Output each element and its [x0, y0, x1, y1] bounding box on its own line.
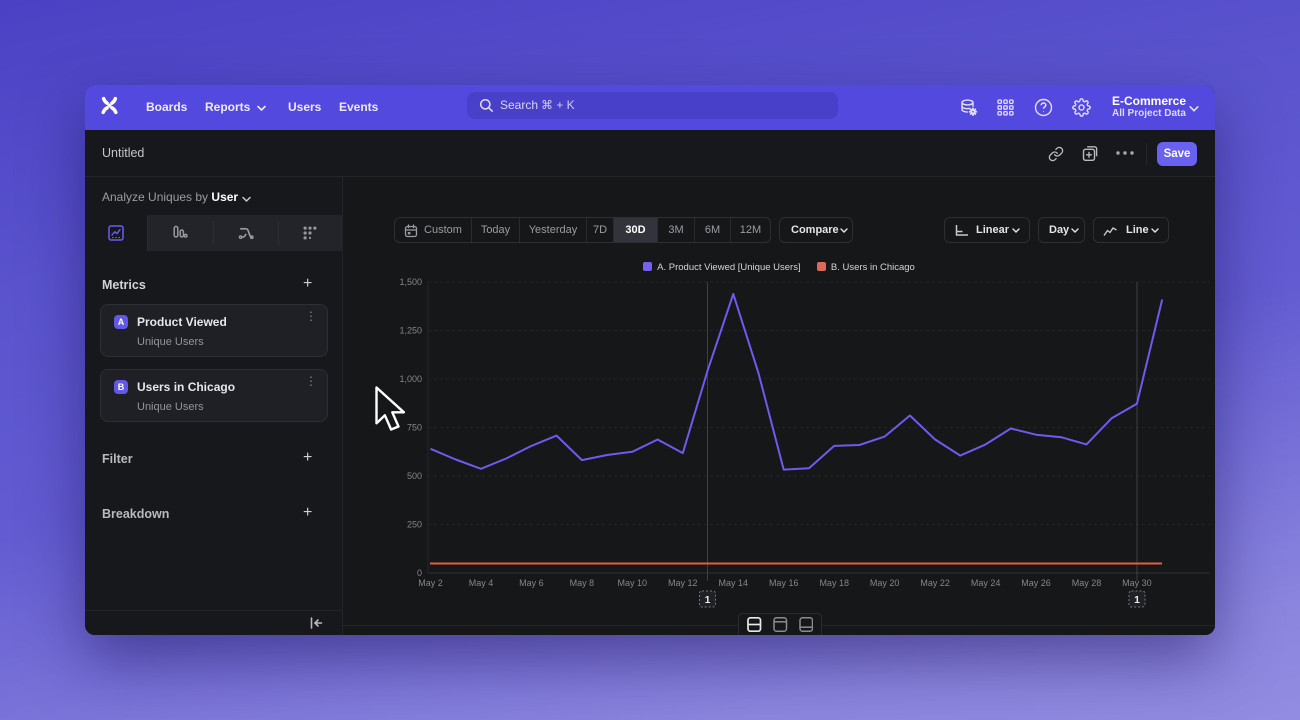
svg-text:May 16: May 16 — [769, 578, 799, 588]
svg-text:May 8: May 8 — [570, 578, 595, 588]
svg-text:May 22: May 22 — [920, 578, 950, 588]
svg-text:May 24: May 24 — [971, 578, 1001, 588]
svg-text:May 28: May 28 — [1072, 578, 1102, 588]
svg-text:May 4: May 4 — [469, 578, 494, 588]
svg-text:May 18: May 18 — [819, 578, 849, 588]
svg-text:May 6: May 6 — [519, 578, 544, 588]
svg-text:1,500: 1,500 — [399, 277, 422, 287]
svg-text:1: 1 — [1134, 594, 1140, 606]
svg-text:May 12: May 12 — [668, 578, 698, 588]
svg-text:1,000: 1,000 — [399, 374, 422, 384]
svg-text:1,250: 1,250 — [399, 326, 422, 336]
svg-text:May 2: May 2 — [418, 578, 443, 588]
svg-text:750: 750 — [407, 423, 422, 433]
svg-text:1: 1 — [705, 594, 711, 606]
svg-text:500: 500 — [407, 471, 422, 481]
svg-text:May 14: May 14 — [719, 578, 749, 588]
svg-text:May 26: May 26 — [1021, 578, 1051, 588]
svg-text:May 10: May 10 — [618, 578, 648, 588]
svg-text:0: 0 — [417, 568, 422, 578]
svg-text:May 30: May 30 — [1122, 578, 1152, 588]
svg-text:250: 250 — [407, 520, 422, 530]
svg-text:May 20: May 20 — [870, 578, 900, 588]
